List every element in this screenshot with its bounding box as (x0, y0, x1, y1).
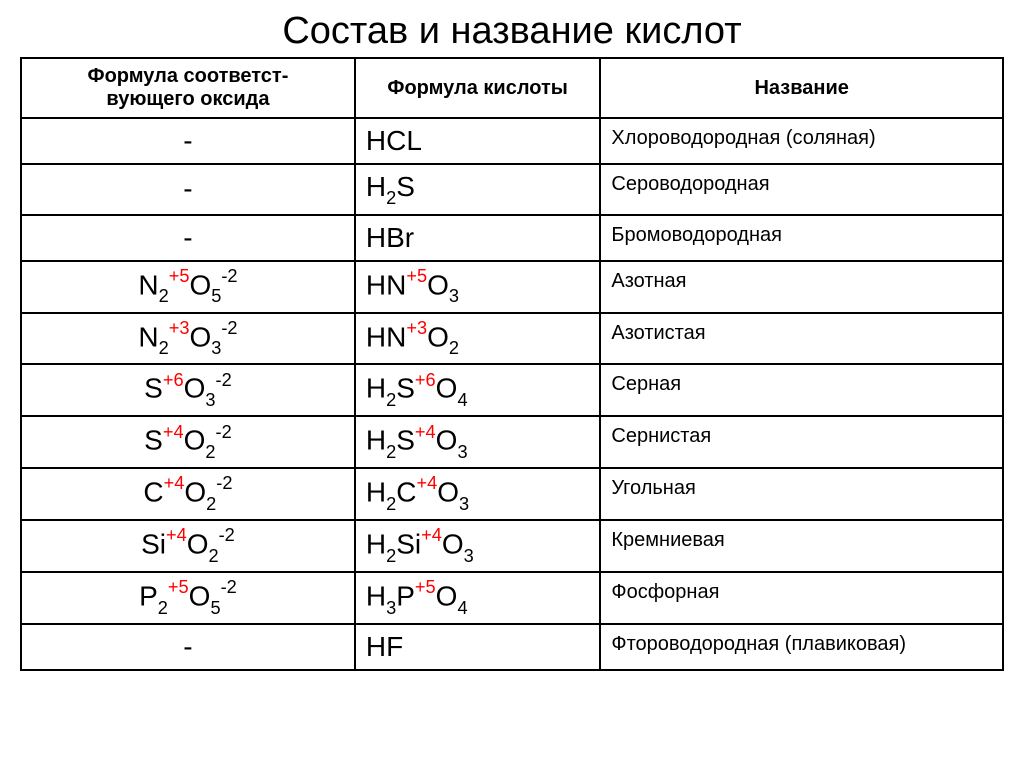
acid-formula: H2S+6O4 (355, 364, 601, 416)
acid-formula: H2S+4O3 (355, 416, 601, 468)
acid-name: Фосфорная (600, 572, 1003, 624)
oxide-formula: N2+5O5-2 (21, 261, 355, 313)
acid-name: Азотистая (600, 313, 1003, 365)
oxide-formula: Si+4O2-2 (21, 520, 355, 572)
oxide-formula: S+6O3-2 (21, 364, 355, 416)
acid-name: Азотная (600, 261, 1003, 313)
acid-formula: HCL (355, 118, 601, 164)
table-row: -H2SСероводородная (21, 164, 1003, 215)
oxide-formula: P2+5O5-2 (21, 572, 355, 624)
table-row: -HCLХлороводородная (соляная) (21, 118, 1003, 164)
table-row: -HFФтороводородная (плавиковая) (21, 624, 1003, 670)
acid-name: Кремниевая (600, 520, 1003, 572)
acid-name: Угольная (600, 468, 1003, 520)
acid-formula: H2S (355, 164, 601, 215)
table-header-row: Формула соответст-вующего оксида Формула… (21, 58, 1003, 118)
acid-name: Серная (600, 364, 1003, 416)
table-row: P2+5O5-2H3P+5O4Фосфорная (21, 572, 1003, 624)
table-row: S+6O3-2H2S+6O4Серная (21, 364, 1003, 416)
oxide-formula: C+4O2-2 (21, 468, 355, 520)
oxide-formula: - (21, 118, 355, 164)
acid-name: Сернистая (600, 416, 1003, 468)
acid-formula: H2C+4O3 (355, 468, 601, 520)
acid-name: Фтороводородная (плавиковая) (600, 624, 1003, 670)
acid-formula: HBr (355, 215, 601, 261)
acid-name: Бромоводородная (600, 215, 1003, 261)
acid-name: Сероводородная (600, 164, 1003, 215)
acid-name: Хлороводородная (соляная) (600, 118, 1003, 164)
table-row: N2+3O3-2HN+3O2Азотистая (21, 313, 1003, 365)
oxide-formula: S+4O2-2 (21, 416, 355, 468)
table-row: N2+5O5-2HN+5O3Азотная (21, 261, 1003, 313)
col-acid-header: Формула кислоты (355, 58, 601, 118)
oxide-formula: N2+3O3-2 (21, 313, 355, 365)
acids-table: Формула соответст-вующего оксида Формула… (20, 57, 1004, 671)
table-row: Si+4O2-2H2Si+4O3Кремниевая (21, 520, 1003, 572)
acid-formula: H2Si+4O3 (355, 520, 601, 572)
col-oxide-header: Формула соответст-вующего оксида (21, 58, 355, 118)
col-name-header: Название (600, 58, 1003, 118)
oxide-formula: - (21, 215, 355, 261)
acid-formula: H3P+5O4 (355, 572, 601, 624)
acid-formula: HN+5O3 (355, 261, 601, 313)
acid-formula: HN+3O2 (355, 313, 601, 365)
page-title: Состав и название кислот (20, 10, 1004, 53)
table-row: -HBrБромоводородная (21, 215, 1003, 261)
oxide-formula: - (21, 624, 355, 670)
oxide-formula: - (21, 164, 355, 215)
table-row: C+4O2-2H2C+4O3Угольная (21, 468, 1003, 520)
acid-formula: HF (355, 624, 601, 670)
table-row: S+4O2-2H2S+4O3Сернистая (21, 416, 1003, 468)
